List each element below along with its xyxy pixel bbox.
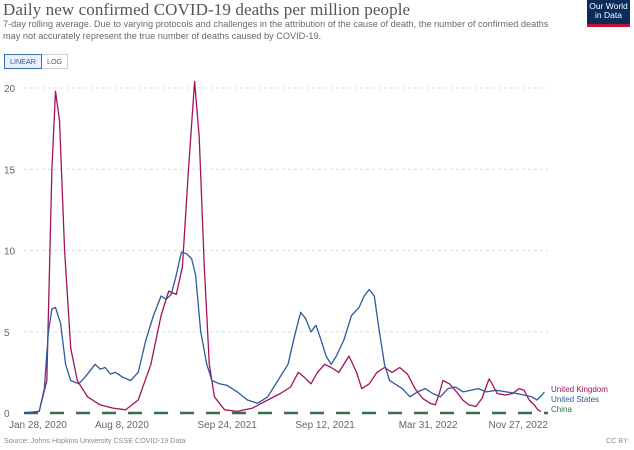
y-tick-label: 20 <box>4 84 16 95</box>
y-axis: 0 5 10 15 20 <box>4 84 16 420</box>
x-axis: Jan 28, 2020 Aug 8, 2020 Sep 24, 2021 Sep 1… <box>9 420 548 431</box>
y-tick-label: 0 <box>4 409 10 420</box>
series-line-united-states[interactable] <box>23 251 545 414</box>
license-link[interactable]: CC BY <box>606 436 628 445</box>
log-scale-button[interactable]: LOG <box>41 54 69 69</box>
series-lines <box>23 80 548 415</box>
source-note: Source: Johns Hopkins University CSSE CO… <box>4 436 186 445</box>
series-line-united-kingdom[interactable] <box>23 80 542 414</box>
y-tick-label: 15 <box>4 165 16 176</box>
logo-line-2: in Data <box>595 10 622 20</box>
chart-subtitle: 7-day rolling average. Due to varying pr… <box>3 19 549 41</box>
logo-line-1: Our World <box>589 1 628 11</box>
chart-title: Daily new confirmed COVID-19 deaths per … <box>3 0 411 19</box>
legend-entry-united-states[interactable]: United States <box>551 395 599 404</box>
y-tick-label: 5 <box>4 328 10 339</box>
legend-entry-united-kingdom[interactable]: United Kingdom <box>551 385 608 394</box>
legend-entry-china[interactable]: China <box>551 405 572 414</box>
x-tick-label: Nov 27, 2022 <box>489 420 549 431</box>
chart-grid <box>24 87 548 333</box>
x-tick-label: Aug 8, 2020 <box>95 420 149 431</box>
x-tick-label: Sep 24, 2021 <box>197 420 257 431</box>
linear-scale-button[interactable]: LINEAR <box>4 54 42 69</box>
y-tick-label: 10 <box>4 247 16 258</box>
scale-toggle: LINEAR LOG <box>4 54 69 69</box>
x-tick-label: Mar 31, 2022 <box>399 420 458 431</box>
owid-logo[interactable]: Our World in Data <box>587 0 630 27</box>
x-tick-label: Sep 12, 2021 <box>295 420 355 431</box>
x-tick-label: Jan 28, 2020 <box>9 420 67 431</box>
